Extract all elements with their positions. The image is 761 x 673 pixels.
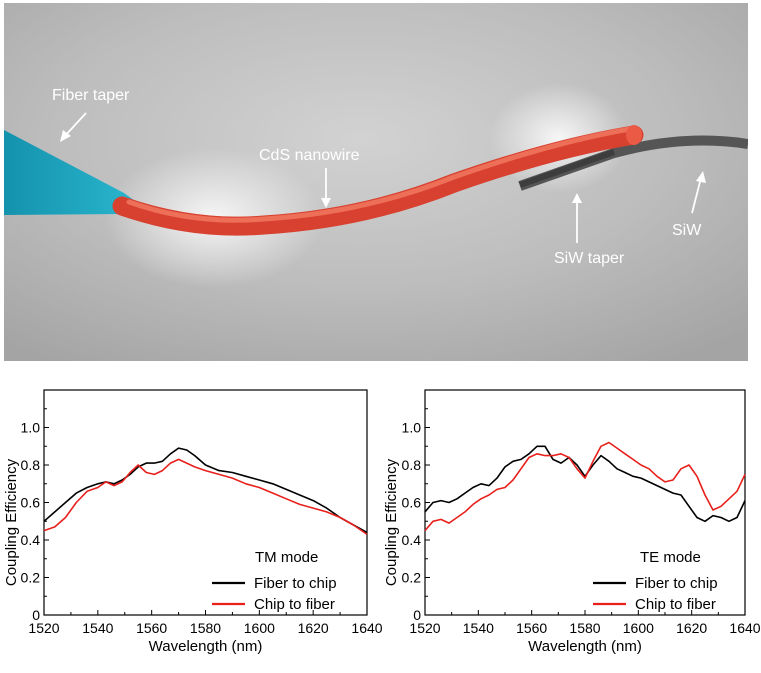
x-tick-label: 1640 bbox=[729, 620, 760, 636]
x-tick-label: 1620 bbox=[676, 620, 707, 636]
nanowire-arrowhead bbox=[321, 198, 331, 208]
x-tick-label: 1560 bbox=[516, 620, 547, 636]
legend-label: Chip to fiber bbox=[635, 596, 716, 613]
nanowire-scene: Fiber taper CdS nanowire SiW taper SiW bbox=[4, 3, 748, 361]
x-tick-label: 1560 bbox=[136, 620, 167, 636]
siw-taper-arrowhead bbox=[572, 193, 582, 203]
y-tick-label: 0.4 bbox=[402, 532, 422, 548]
x-tick-label: 1620 bbox=[298, 620, 329, 636]
y-tick-label: 0.6 bbox=[21, 495, 41, 511]
chart-te: 1520 1540 1560 1580 1600 1620 1640 0 0.2 0.4 0.6 0.… bbox=[383, 389, 761, 655]
cds-nanowire-end bbox=[626, 125, 642, 145]
legend-label: Chip to fiber bbox=[254, 596, 335, 613]
x-tick-label: 1540 bbox=[82, 620, 113, 636]
y-tick-label: 1.0 bbox=[21, 420, 41, 436]
y-tick-label: 0.8 bbox=[21, 457, 41, 473]
x-axis-label: Wavelength (nm) bbox=[149, 638, 263, 655]
siw-taper-shape bbox=[519, 149, 615, 188]
mode-annotation: TE mode bbox=[640, 549, 701, 566]
y-tick-label: 0 bbox=[32, 607, 40, 623]
x-tick-label: 1540 bbox=[463, 620, 494, 636]
x-tick-label: 1600 bbox=[244, 620, 275, 636]
y-tick-label: 0 bbox=[413, 607, 421, 623]
series-line-chip-to-fiber bbox=[43, 458, 368, 536]
y-tick-label: 0.2 bbox=[21, 570, 41, 586]
x-tick-label: 1580 bbox=[569, 620, 600, 636]
x-tick-label: 1580 bbox=[190, 620, 221, 636]
series-line-chip-to-fiber bbox=[424, 441, 746, 532]
x-tick-label: 1640 bbox=[351, 620, 382, 636]
siw-waveguide-shape bbox=[518, 135, 748, 191]
siw-label: SiW bbox=[672, 222, 702, 239]
cds-nanowire-shape bbox=[112, 125, 644, 236]
siw-taper-label: SiW taper bbox=[554, 250, 625, 267]
legend-label: Fiber to chip bbox=[635, 575, 718, 592]
legend-label: Fiber to chip bbox=[254, 575, 337, 592]
y-axis-label: Coupling Efficiency bbox=[3, 458, 20, 586]
fiber-taper-label: Fiber taper bbox=[52, 87, 130, 104]
fiber-taper-arrow bbox=[63, 112, 87, 138]
x-tick-label: 1520 bbox=[28, 620, 59, 636]
x-axis-label: Wavelength (nm) bbox=[528, 638, 642, 655]
series-line-fiber-to-chip bbox=[424, 445, 746, 523]
x-tick-label: 1600 bbox=[623, 620, 654, 636]
y-tick-label: 1.0 bbox=[402, 420, 422, 436]
fiber-taper-arrowhead bbox=[60, 130, 71, 142]
x-tick-label: 1520 bbox=[409, 620, 440, 636]
y-tick-label: 0.4 bbox=[21, 532, 41, 548]
fiber-taper-shape bbox=[4, 130, 142, 215]
y-tick-label: 0.2 bbox=[402, 570, 422, 586]
chart-tm: 1520 1540 1560 1580 1600 1620 1640 0 0.2 0.4 0.6 0.… bbox=[3, 389, 383, 655]
siw-arrowhead bbox=[696, 171, 706, 183]
y-axis-label: Coupling Efficiency bbox=[383, 458, 400, 586]
y-tick-label: 0.6 bbox=[402, 495, 422, 511]
siw-arrow bbox=[691, 177, 702, 214]
nanowire-label: CdS nanowire bbox=[259, 147, 360, 164]
mode-annotation: TM mode bbox=[255, 549, 318, 566]
series-line-fiber-to-chip bbox=[43, 447, 368, 534]
cds-nanowire-highlight bbox=[126, 126, 633, 223]
y-tick-label: 0.8 bbox=[402, 457, 422, 473]
